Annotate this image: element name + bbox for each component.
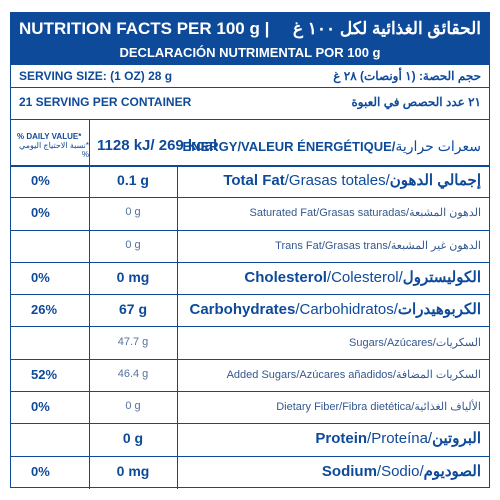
daily-value-label-en: % DAILY VALUE* [17,132,82,141]
header-title-en: NUTRITION FACTS PER 100 g | [19,19,270,38]
energy-label-text: ENERGY/VALEUR ÉNERGÉTIQUE/ [182,139,396,154]
nutrient-name-ar: الألياف الغذائية [414,401,481,414]
nutrient-name-es: /Fibra dietética/ [339,401,415,414]
nutrient-amount: 0 g [125,238,141,251]
servings-per-container-row: 21 SERVING PER CONTAINER ٢١ عدد الحصص في… [11,87,489,120]
nutrient-row: 0% 0 g Saturated Fat/Grasas saturadas/الده… [11,197,489,231]
energy-row [11,119,489,167]
nutrition-header: NUTRITION FACTS PER 100 g | الحقائق الغذ… [11,13,489,65]
nutrient-label: Carbohydrates/Carbohidratos/الكربوهيدرات [189,300,481,318]
nutrient-label: Cholesterol/Colesterol/الكوليسترول [244,268,481,286]
nutrient-name-ar: إجمالي الدهون [389,172,481,189]
nutrient-amount: 0 g [125,400,141,413]
nutrient-name-ar: البروتين [432,430,481,448]
servings-per-container-en: 21 SERVING PER CONTAINER [19,95,192,109]
nutrient-daily-value: 0% [31,463,50,479]
nutrient-daily-value: 26% [31,302,58,318]
nutrient-label: Saturated Fat/Grasas saturadas/الدهون ال… [250,206,482,219]
nutrient-amount: 0 mg [116,462,150,479]
header-title-ar: الحقائق الغذائية لكل ١٠٠ غ [292,19,481,38]
nutrient-daily-value: 0% [31,173,50,188]
nutrient-label: Sugars/Azúcares/السكريات [349,336,481,349]
nutrient-daily-value: 0% [31,205,50,221]
nutrient-name-ar: الكربوهيدرات [397,301,481,319]
nutrient-amount: 0 mg [116,268,150,285]
nutrient-label: Protein/Proteína/البروتين [315,429,481,447]
nutrient-name-en: Saturated Fat [249,207,317,220]
serving-size-ar: حجم الحصة: (١ أونصات) ٢٨ غ [333,69,481,83]
nutrient-name-ar: الدهون غير المشبعة [390,239,481,252]
nutrient-name-en: Sodium [321,462,377,480]
daily-value-label: % DAILY VALUE* *نسبة الاحتياج اليومي % [17,132,89,159]
nutrient-name-en: Carbohydrates [189,301,296,319]
nutrient-name-es: /Azúcares añadidos/ [296,368,396,381]
nutrient-name-ar: السكريات المضافة [395,368,481,381]
nutrient-amount: 0.1 g [117,172,149,188]
nutrient-label: Trans Fat/Grasas trans/الدهون غير المشبع… [275,239,481,252]
daily-value-label-ar: *نسبة الاحتياج اليومي % [19,141,89,159]
nutrient-name-es: /Grasas totales/ [284,172,390,189]
nutrient-amount: 47.7 g [117,335,149,348]
nutrient-row: 0% 0.1 g Total Fat/Grasas totales/إجمالي ا… [11,165,489,199]
nutrient-name-en: Trans Fat [275,239,322,252]
nutrient-row: 52% 46.4 g Added Sugars/Azúcares añadidos/… [11,359,489,393]
nutrient-label: Sodium/Sodio/الصوديوم [322,462,481,480]
column-divider [177,165,178,489]
nutrient-daily-value: 0% [31,399,50,415]
nutrient-name-es: /Sodio/ [376,462,424,480]
nutrient-label: Total Fat/Grasas totales/إجمالي الدهون [223,171,481,189]
energy-label-ar: سعرات حرارية [395,138,481,154]
nutrition-facts-panel: NUTRITION FACTS PER 100 g | الحقائق الغذ… [10,12,490,489]
nutrient-row: 0% 0 mg Sodium/Sodio/الصوديوم [11,456,489,488]
nutrient-daily-value: 0% [31,269,50,285]
nutrient-name-ar: الدهون المشبعة [409,207,481,220]
nutrient-row: 0% 0 mg Cholesterol/Colesterol/الكوليسترول [11,262,489,296]
nutrient-amount: 0 g [125,206,141,219]
nutrient-label: Added Sugars/Azúcares añadidos/السكريات … [227,368,481,381]
nutrient-name-es: /Grasas trans/ [321,239,391,252]
nutrient-row: 0% 0 g Dietary Fiber/Fibra dietética/الألي… [11,391,489,425]
nutrient-name-es: /Proteína/ [367,430,433,448]
nutrient-amount: 67 g [118,301,147,318]
nutrient-row: 0 g Trans Fat/Grasas trans/الدهون غير الم… [11,230,489,263]
serving-size-en: SERVING SIZE: (1 OZ) 28 g [19,69,173,83]
nutrient-row: 0 g Protein/Proteína/البروتين [11,423,489,457]
nutrient-name-en: Cholesterol [244,268,327,286]
nutrient-row: 26% 67 g Carbohydrates/Carbohidratos/الكرب… [11,294,489,328]
energy-label: ENERGY/VALEUR ÉNERGÉTIQUE/سعرات حرارية [183,138,481,155]
servings-per-container-ar: ٢١ عدد الحصص في العبوة [351,95,482,109]
nutrient-name-en: Dietary Fiber [276,401,340,414]
nutrient-row: 47.7 g Sugars/Azúcares/السكريات [11,327,489,360]
header-subtitle: DECLARACIÓN NUTRIMENTAL POR 100 g [119,45,381,60]
nutrient-name-en: Added Sugars [226,368,297,381]
nutrient-name-en: Total Fat [223,172,285,189]
serving-size-row: SERVING SIZE: (1 OZ) 28 g حجم الحصة: (١ … [11,65,489,88]
nutrient-name-es: /Grasas saturadas/ [316,207,410,220]
nutrient-amount: 46.4 g [117,367,149,380]
nutrient-name-en: Protein [315,430,368,448]
energy-value: 1128 kJ/ 269 kcal [97,137,218,154]
nutrient-name-ar: الصوديوم [423,462,481,480]
column-divider [89,119,90,489]
nutrient-name-en: Sugars [349,336,384,349]
nutrient-name-ar: الكوليسترول [402,268,481,286]
nutrient-name-ar: السكريات [435,336,481,349]
nutrient-amount: 0 g [122,430,144,447]
nutrient-name-es: /Carbohidratos/ [295,301,398,319]
nutrient-label: Dietary Fiber/Fibra dietética/الألياف ال… [276,400,481,413]
nutrient-daily-value: 52% [31,366,58,382]
nutrient-name-es: /Colesterol/ [326,268,403,286]
nutrient-name-es: /Azúcares/ [383,336,436,349]
